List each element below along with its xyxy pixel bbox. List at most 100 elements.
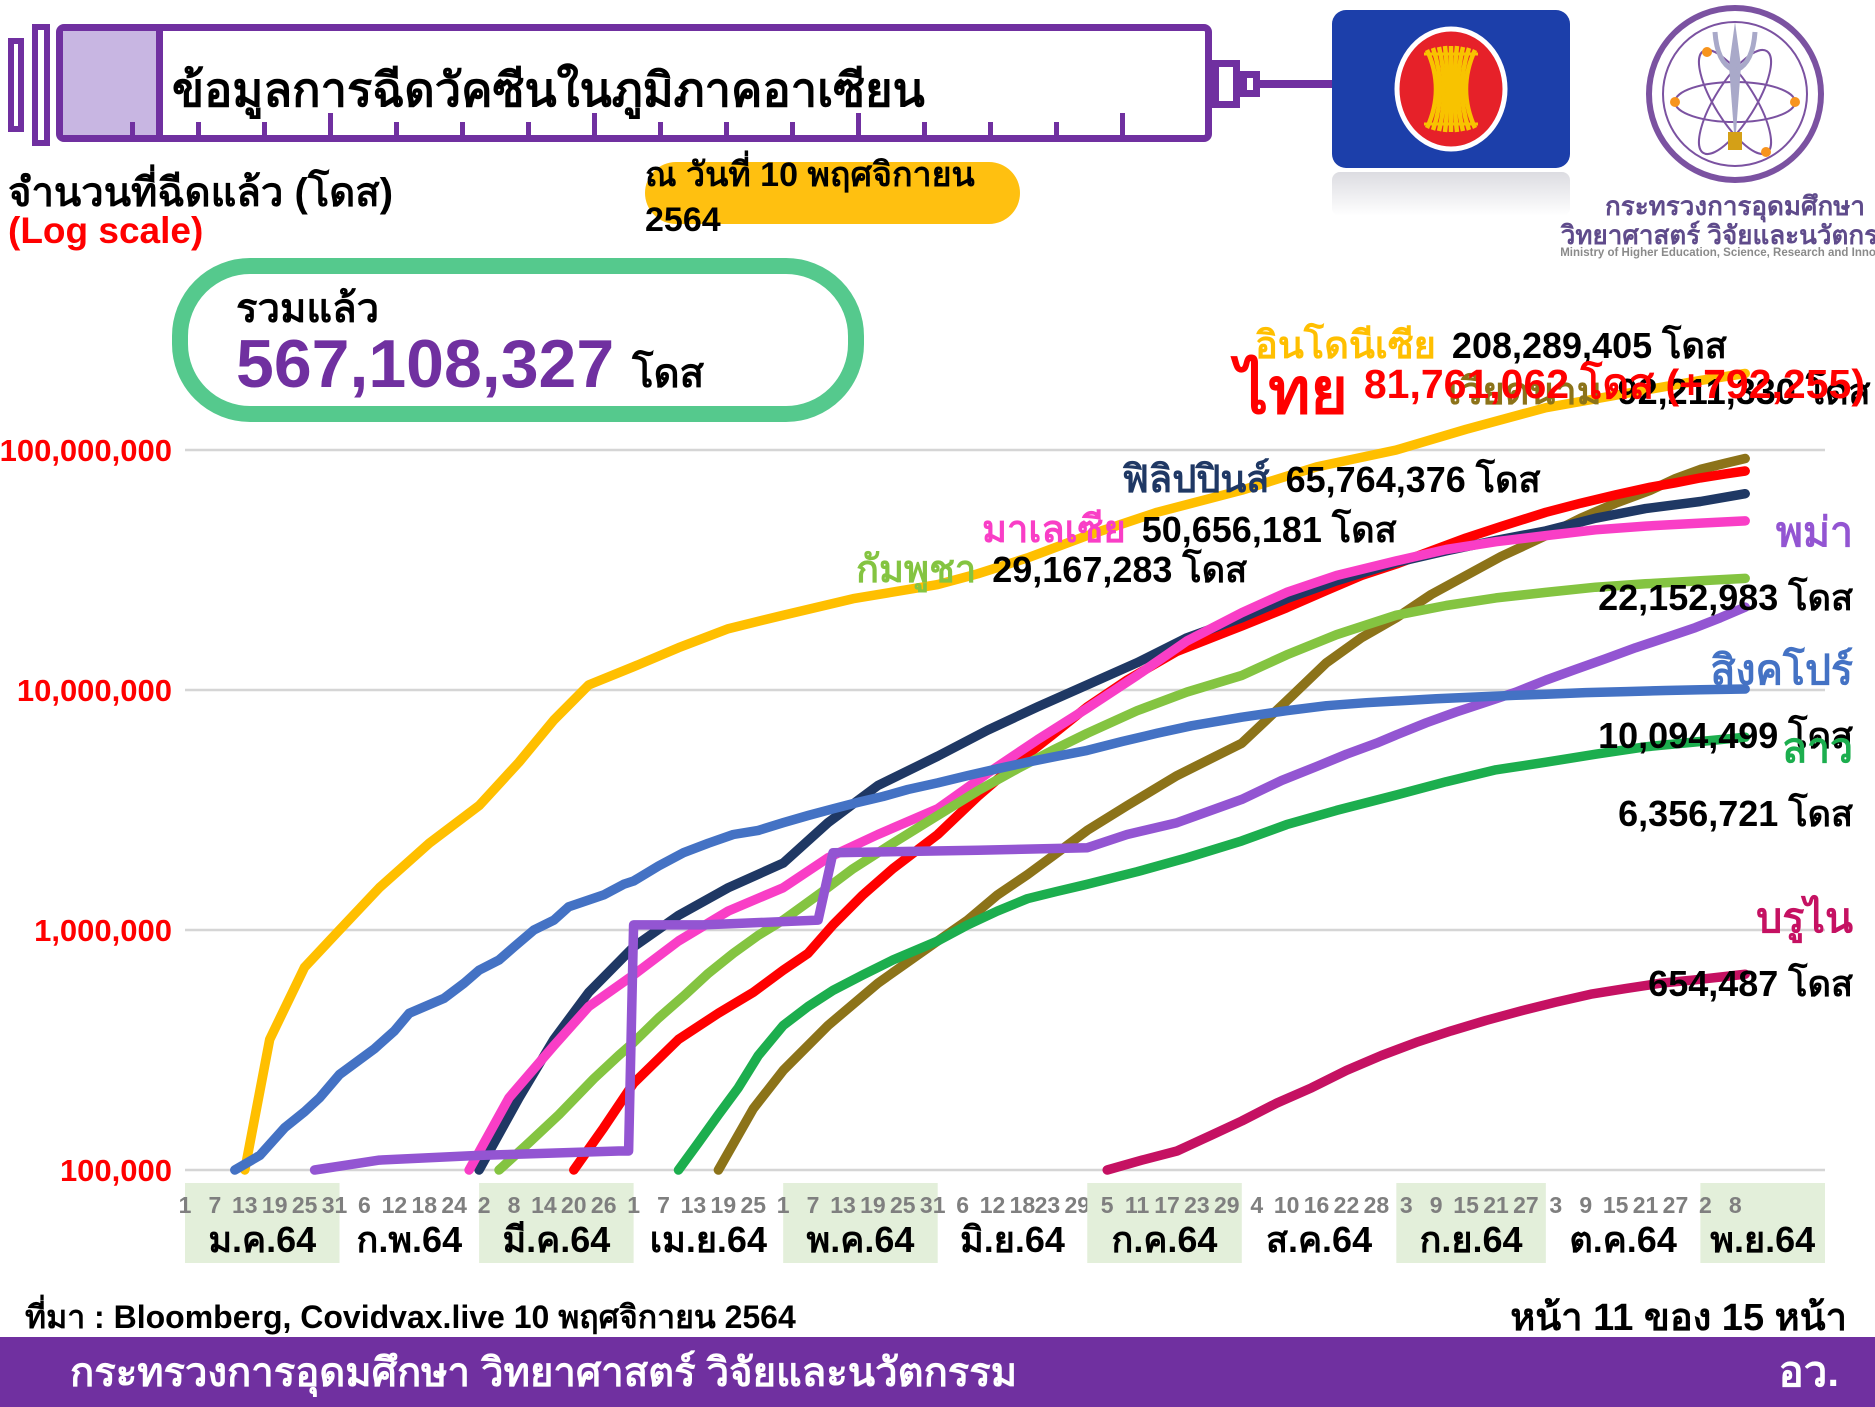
mhesi-trident-icon	[1712, 22, 1758, 150]
day-tick-label: 11	[1125, 1192, 1150, 1218]
day-tick-label: 22	[1334, 1192, 1360, 1218]
month-shading	[783, 1183, 938, 1263]
month-shading	[1396, 1183, 1546, 1263]
label-indonesia: อินโดนีเซีย 208,289,405 โดส	[1255, 325, 1727, 367]
day-tick-label: 8	[1729, 1192, 1742, 1218]
source-note: ที่มา : Bloomberg, Covidvax.live 10 พฤศจ…	[25, 1299, 796, 1335]
footer-ministry-name: กระทรวงการอุดมศึกษา วิทยาศาสตร์ วิจัยและ…	[70, 1351, 1018, 1395]
day-tick-label: 18	[1010, 1192, 1036, 1218]
month-label: ก.พ.64	[357, 1219, 463, 1260]
day-tick-label: 13	[681, 1192, 707, 1218]
month-shading	[1700, 1183, 1825, 1263]
day-tick-label: 25	[890, 1192, 916, 1218]
day-tick-label: 14	[531, 1192, 557, 1218]
day-tick-label: 16	[1304, 1192, 1330, 1218]
syringe-plunger-fill-icon	[63, 31, 163, 135]
day-tick-label: 19	[860, 1192, 886, 1218]
total-label: รวมแล้ว	[236, 287, 380, 331]
day-tick-label: 24	[441, 1192, 467, 1218]
label-myanmar: พม่า 22,152,983 โดส	[1598, 509, 1853, 618]
y-axis-tick-label: 100,000,000	[0, 433, 172, 468]
day-tick-label: 1	[627, 1192, 640, 1218]
day-tick-label: 29	[1214, 1192, 1240, 1218]
log-scale-note: (Log scale)	[8, 210, 204, 251]
day-tick-label: 5	[1101, 1192, 1114, 1218]
series-line-มาเลเซีย	[464, 516, 1750, 1175]
day-tick-label: 3	[1549, 1192, 1562, 1218]
day-tick-label: 19	[262, 1192, 288, 1218]
day-tick-label: 6	[956, 1192, 969, 1218]
day-tick-label: 2	[478, 1192, 491, 1218]
day-tick-label: 6	[358, 1192, 371, 1218]
day-tick-label: 1	[777, 1192, 790, 1218]
day-tick-label: 13	[232, 1192, 258, 1218]
day-tick-label: 15	[1453, 1192, 1479, 1218]
day-tick-label: 20	[561, 1192, 587, 1218]
month-label: ก.ย.64	[1420, 1219, 1523, 1260]
series-line-ลาว	[673, 732, 1750, 1175]
day-tick-label: 25	[740, 1192, 766, 1218]
mhesi-name-line1: กระทรวงการอุดมศึกษา	[1605, 191, 1865, 221]
label-laos: ลาว 6,356,721 โดส	[1618, 725, 1853, 834]
month-label: เม.ย.64	[650, 1219, 767, 1260]
day-tick-label: 7	[209, 1192, 222, 1218]
day-tick-label: 25	[292, 1192, 318, 1218]
label-cambodia: กัมพูชา 29,167,283 โดส	[856, 549, 1248, 591]
series-line-กัมพูชา	[494, 573, 1750, 1175]
day-tick-label: 15	[1603, 1192, 1629, 1218]
label-singapore: สิงคโปร์ 10,094,499 โดส	[1598, 647, 1853, 756]
day-tick-label: 9	[1430, 1192, 1443, 1218]
series-line-สิงคโปร์	[230, 684, 1750, 1175]
day-tick-label: 7	[657, 1192, 670, 1218]
day-tick-label: 7	[807, 1192, 820, 1218]
syringe-barrel	[56, 24, 1212, 142]
day-tick-label: 28	[1364, 1192, 1390, 1218]
label-brunei: บรูไน 654,487 โดส	[1648, 895, 1853, 1004]
syringe-needle-icon	[1260, 80, 1336, 88]
date-badge: ณ วันที่ 10 พฤศจิกายน 2564	[645, 156, 1020, 239]
day-tick-label: 31	[920, 1192, 946, 1218]
day-tick-label: 27	[1663, 1192, 1689, 1218]
footer-ministry-abbr: อว.	[1778, 1348, 1839, 1395]
day-tick-label: 19	[711, 1192, 737, 1218]
day-tick-label: 31	[322, 1192, 348, 1218]
day-tick-label: 4	[1250, 1192, 1263, 1218]
day-tick-label: 10	[1274, 1192, 1300, 1218]
syringe-needle-tip-icon	[1240, 71, 1260, 97]
syringe-plunger-handle-icon	[8, 38, 24, 132]
day-tick-label: 2	[1699, 1192, 1712, 1218]
month-label: พ.ค.64	[807, 1219, 915, 1260]
y-axis-tick-label: 10,000,000	[17, 673, 172, 708]
day-tick-label: 12	[382, 1192, 408, 1218]
y-axis-title: จำนวนที่ฉีดแล้ว (โดส)	[8, 171, 394, 215]
month-label: ม.ค.64	[208, 1219, 316, 1260]
day-tick-label: 13	[830, 1192, 856, 1218]
label-malaysia: มาเลเซีย 50,656,181 โดส	[982, 509, 1397, 551]
month-label: พ.ย.64	[1710, 1219, 1815, 1260]
month-shading	[479, 1183, 634, 1263]
day-tick-label: 21	[1633, 1192, 1659, 1218]
footer-bar: กระทรวงการอุดมศึกษา วิทยาศาสตร์ วิจัยและ…	[0, 1337, 1875, 1407]
day-tick-label: 3	[1400, 1192, 1413, 1218]
day-tick-label: 12	[980, 1192, 1006, 1218]
month-label: ต.ค.64	[1569, 1219, 1677, 1260]
month-shading	[185, 1183, 340, 1263]
series-line-พม่า	[309, 602, 1750, 1175]
mhesi-logo-icon	[1646, 5, 1824, 183]
month-label: มี.ค.64	[502, 1219, 610, 1260]
label-vietnam: เวียดนาม 92,211,330 โดส	[1448, 371, 1871, 413]
month-shading	[1087, 1183, 1242, 1263]
day-tick-label: 26	[591, 1192, 617, 1218]
asean-rice-sheaf-icon	[1424, 45, 1478, 133]
day-tick-label: 9	[1579, 1192, 1592, 1218]
mhesi-name-english: Ministry of Higher Education, Science, R…	[1560, 247, 1875, 259]
total-unit: โดส	[632, 352, 705, 396]
day-tick-label: 29	[1064, 1192, 1090, 1218]
label-thailand: ไทย 81,761,062 โดส (+792,255)	[1236, 355, 1865, 428]
page-indicator: หน้า 11 ของ 15 หน้า	[1510, 1297, 1847, 1339]
day-tick-label: 17	[1154, 1192, 1180, 1218]
syringe-plunger-bar-icon	[32, 24, 50, 146]
syringe-needle-hub-icon	[1212, 60, 1240, 108]
total-doses-box: รวมแล้ว 567,108,327 โดส	[172, 258, 864, 422]
page-title: ข้อมูลการฉีดวัคซีนในภูมิภาคอาเซียน	[172, 63, 925, 116]
